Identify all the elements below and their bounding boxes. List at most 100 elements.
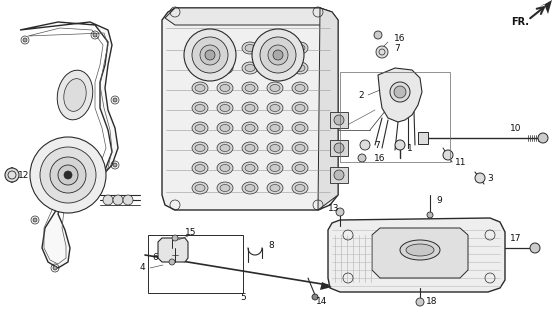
- Text: 7: 7: [374, 140, 380, 149]
- Circle shape: [358, 154, 366, 162]
- Ellipse shape: [195, 185, 205, 191]
- Ellipse shape: [195, 65, 205, 71]
- Polygon shape: [165, 8, 332, 25]
- Ellipse shape: [295, 124, 305, 132]
- Circle shape: [334, 115, 344, 125]
- Circle shape: [360, 140, 370, 150]
- Ellipse shape: [270, 105, 280, 111]
- Text: 16: 16: [394, 34, 405, 43]
- Ellipse shape: [220, 145, 230, 151]
- Ellipse shape: [217, 162, 233, 174]
- Circle shape: [50, 157, 86, 193]
- Text: 11: 11: [455, 157, 466, 166]
- Ellipse shape: [270, 164, 280, 172]
- Ellipse shape: [295, 145, 305, 151]
- Circle shape: [5, 168, 19, 182]
- Ellipse shape: [242, 82, 258, 94]
- Ellipse shape: [192, 122, 208, 134]
- Ellipse shape: [292, 42, 308, 54]
- Polygon shape: [158, 238, 188, 262]
- Ellipse shape: [267, 82, 283, 94]
- Circle shape: [172, 235, 178, 241]
- Ellipse shape: [267, 42, 283, 54]
- Circle shape: [374, 31, 382, 39]
- Ellipse shape: [242, 182, 258, 194]
- Ellipse shape: [195, 44, 205, 52]
- Ellipse shape: [192, 182, 208, 194]
- Ellipse shape: [292, 82, 308, 94]
- Ellipse shape: [220, 164, 230, 172]
- Ellipse shape: [270, 44, 280, 52]
- Ellipse shape: [195, 124, 205, 132]
- Ellipse shape: [245, 105, 255, 111]
- Ellipse shape: [192, 142, 208, 154]
- Circle shape: [184, 29, 236, 81]
- Ellipse shape: [217, 182, 233, 194]
- Circle shape: [443, 150, 453, 160]
- Bar: [330, 140, 348, 156]
- Circle shape: [390, 82, 410, 102]
- Circle shape: [169, 259, 175, 265]
- Circle shape: [93, 33, 97, 37]
- Ellipse shape: [292, 62, 308, 74]
- Ellipse shape: [295, 185, 305, 191]
- Circle shape: [113, 163, 117, 167]
- Ellipse shape: [217, 102, 233, 114]
- Circle shape: [23, 38, 27, 42]
- Ellipse shape: [267, 142, 283, 154]
- Circle shape: [192, 37, 228, 73]
- Bar: [330, 167, 348, 183]
- Circle shape: [395, 140, 405, 150]
- Ellipse shape: [217, 142, 233, 154]
- Text: FR.: FR.: [511, 17, 529, 27]
- Ellipse shape: [270, 185, 280, 191]
- Ellipse shape: [245, 145, 255, 151]
- Ellipse shape: [220, 124, 230, 132]
- Text: 9: 9: [436, 196, 442, 204]
- Circle shape: [273, 50, 283, 60]
- Ellipse shape: [292, 102, 308, 114]
- Circle shape: [260, 37, 296, 73]
- Text: 14: 14: [316, 298, 328, 307]
- Ellipse shape: [220, 65, 230, 71]
- Ellipse shape: [192, 42, 208, 54]
- Text: 3: 3: [487, 173, 493, 182]
- Circle shape: [475, 173, 485, 183]
- Ellipse shape: [242, 62, 258, 74]
- Ellipse shape: [220, 84, 230, 92]
- Ellipse shape: [195, 164, 205, 172]
- Circle shape: [200, 45, 220, 65]
- Ellipse shape: [245, 65, 255, 71]
- Text: 2: 2: [358, 91, 363, 100]
- Polygon shape: [538, 0, 552, 14]
- Text: 13: 13: [328, 204, 339, 212]
- Ellipse shape: [220, 44, 230, 52]
- Ellipse shape: [267, 162, 283, 174]
- Ellipse shape: [192, 102, 208, 114]
- Circle shape: [394, 86, 406, 98]
- Text: 8: 8: [268, 241, 274, 250]
- Circle shape: [30, 137, 106, 213]
- Ellipse shape: [242, 142, 258, 154]
- Circle shape: [53, 266, 57, 270]
- Circle shape: [530, 243, 540, 253]
- Circle shape: [334, 143, 344, 153]
- Ellipse shape: [245, 84, 255, 92]
- Ellipse shape: [57, 70, 93, 120]
- Ellipse shape: [245, 44, 255, 52]
- Ellipse shape: [245, 185, 255, 191]
- Polygon shape: [320, 282, 332, 290]
- Circle shape: [427, 212, 433, 218]
- Text: 12: 12: [18, 171, 29, 180]
- Ellipse shape: [195, 84, 205, 92]
- Circle shape: [268, 45, 288, 65]
- Ellipse shape: [267, 182, 283, 194]
- Ellipse shape: [245, 164, 255, 172]
- Text: 1: 1: [407, 143, 413, 153]
- Circle shape: [538, 133, 548, 143]
- Ellipse shape: [295, 105, 305, 111]
- Circle shape: [334, 170, 344, 180]
- Ellipse shape: [192, 82, 208, 94]
- Circle shape: [416, 298, 424, 306]
- Ellipse shape: [295, 84, 305, 92]
